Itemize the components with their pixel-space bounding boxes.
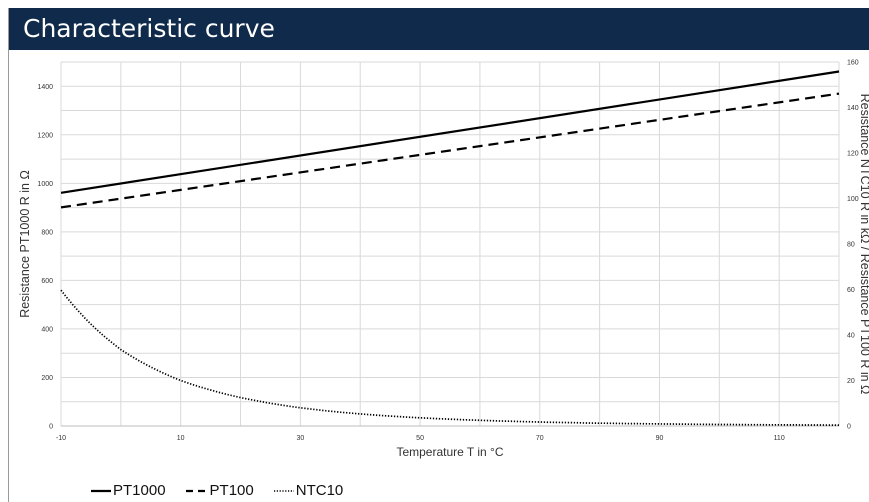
y-tick-label: 600	[41, 278, 53, 285]
legend-label-pt100: PT100	[210, 482, 254, 499]
y2-tick-label: 60	[847, 287, 855, 294]
y-tick-label: 800	[41, 229, 53, 236]
x-tick-label: 70	[536, 435, 544, 442]
y-tick-label: 1200	[37, 132, 53, 139]
y2-tick-label: 140	[847, 105, 859, 112]
y2-tick-label: 160	[847, 60, 859, 67]
y2-tick-label: 0	[847, 424, 851, 431]
x-tick-label: 90	[656, 435, 664, 442]
legend-item-pt100: PT100	[186, 482, 254, 499]
series-line-pt1000	[61, 72, 839, 193]
legend-item-ntc10: NTC10	[274, 482, 344, 499]
series-line-ntc10	[61, 290, 839, 425]
legend-label-pt1000: PT1000	[113, 482, 166, 499]
y-tick-label: 1000	[37, 181, 53, 188]
legend-swatch-dashed	[186, 486, 208, 496]
chart-legend: PT1000 PT100 NTC10	[91, 482, 343, 499]
x-tick-label: 10	[177, 435, 185, 442]
y2-tick-label: 80	[847, 242, 855, 249]
x-tick-label: 110	[774, 435, 785, 442]
legend-swatch-dotted	[274, 486, 294, 496]
y-tick-label: 400	[41, 326, 53, 333]
x-tick-label: -10	[56, 435, 66, 442]
y-tick-label: 200	[41, 375, 53, 382]
chart-panel: Characteristic curve -10 10 30 50 70 90 110 0 20…	[8, 8, 869, 502]
y-tick-label: 0	[49, 424, 53, 431]
y2-tick-label: 40	[847, 333, 855, 340]
legend-item-pt1000: PT1000	[91, 482, 166, 499]
y-axis-title: Resistance PT1000 R in Ω	[18, 170, 32, 318]
y2-tick-label: 20	[847, 378, 855, 385]
x-tick-label: 30	[296, 435, 304, 442]
y-tick-label: 1400	[37, 84, 53, 91]
legend-label-ntc10: NTC10	[296, 482, 344, 499]
y2-axis-title: Resistance NTC10 R in kΩ / Resistance PT…	[858, 94, 869, 395]
x-axis-title: Temperature T in °C	[396, 445, 503, 459]
y2-tick-label: 120	[847, 151, 859, 158]
y2-tick-label: 100	[847, 196, 859, 203]
characteristic-curve-chart: -10 10 30 50 70 90 110020040060080010001200140…	[9, 8, 869, 502]
x-tick-label: 50	[416, 435, 424, 442]
legend-swatch-solid	[91, 486, 111, 496]
